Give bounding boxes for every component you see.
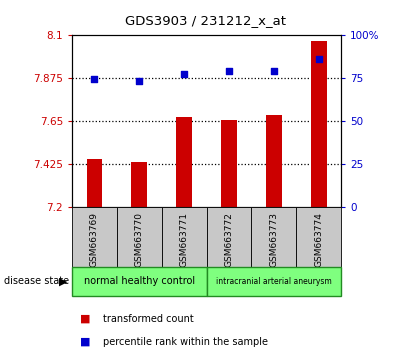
Bar (221, 120, 237, 207)
Bar (117, 207, 162, 267)
Bar (72, 267, 206, 296)
Bar (162, 207, 206, 267)
Point (91, 76, 98, 82)
Bar (72, 207, 117, 267)
Bar (176, 118, 192, 207)
Text: GSM663771: GSM663771 (180, 212, 189, 267)
Text: normal healthy control: normal healthy control (84, 276, 195, 286)
Text: GSM663770: GSM663770 (135, 212, 144, 267)
Point (315, 57, 322, 62)
Bar (266, 115, 282, 207)
Text: intracranial arterial aneurysm: intracranial arterial aneurysm (216, 277, 332, 286)
Bar (252, 207, 296, 267)
Text: GDS3903 / 231212_x_at: GDS3903 / 231212_x_at (125, 14, 286, 27)
Point (181, 71, 187, 77)
Text: transformed count: transformed count (103, 314, 194, 324)
Text: GSM663769: GSM663769 (90, 212, 99, 267)
Text: GSM663772: GSM663772 (224, 212, 233, 267)
Text: disease state: disease state (4, 276, 69, 286)
Text: ■: ■ (80, 314, 91, 324)
Bar (311, 41, 327, 207)
Point (226, 68, 232, 73)
Point (136, 78, 143, 84)
Text: GSM663774: GSM663774 (314, 212, 323, 267)
Text: GSM663773: GSM663773 (269, 212, 278, 267)
Text: percentile rank within the sample: percentile rank within the sample (103, 337, 268, 347)
Bar (206, 207, 252, 267)
Bar (296, 207, 341, 267)
Bar (86, 159, 102, 207)
Bar (206, 267, 341, 296)
Text: ▶: ▶ (59, 276, 68, 286)
Point (270, 68, 277, 73)
Bar (132, 162, 147, 207)
Text: ■: ■ (80, 337, 91, 347)
